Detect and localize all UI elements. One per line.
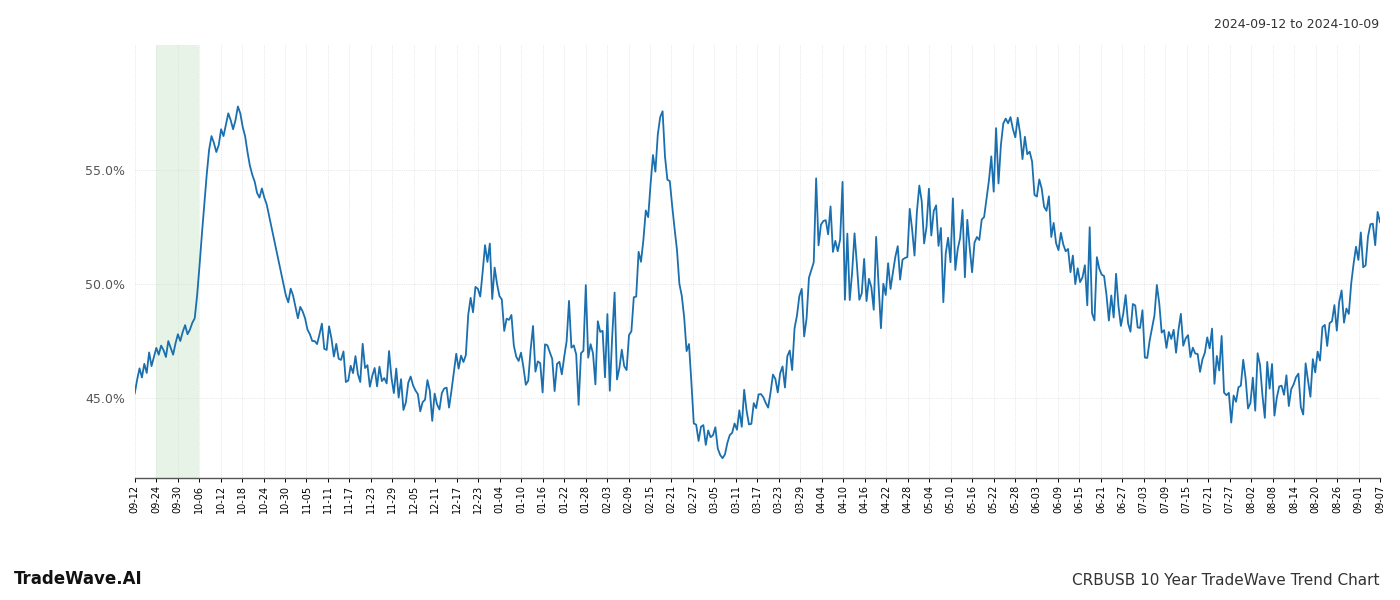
Text: 2024-09-12 to 2024-10-09: 2024-09-12 to 2024-10-09 — [1214, 18, 1379, 31]
Bar — [157, 45, 199, 478]
Text: CRBUSB 10 Year TradeWave Trend Chart: CRBUSB 10 Year TradeWave Trend Chart — [1071, 573, 1379, 588]
Text: TradeWave.AI: TradeWave.AI — [14, 570, 143, 588]
